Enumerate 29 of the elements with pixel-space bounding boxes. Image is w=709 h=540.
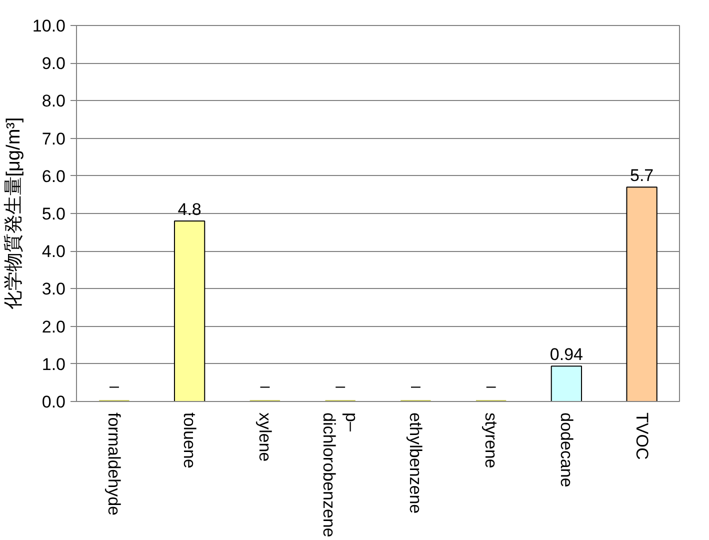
y-tick-label: 1.0 <box>42 354 66 374</box>
data-label: 4.8 <box>178 200 202 220</box>
y-tick-label: 9.0 <box>42 54 66 74</box>
bar <box>550 366 582 402</box>
x-tick-label: formaldehyde <box>104 412 124 516</box>
x-tick-label: styrene <box>482 412 501 468</box>
y-tick-label: 6.0 <box>42 166 66 186</box>
y-tick-label: 5.0 <box>42 204 66 224</box>
x-tick-label: dodecane <box>556 412 576 488</box>
data-label: 0.94 <box>550 345 583 364</box>
data-label: – <box>486 376 496 396</box>
y-tick-label: 8.0 <box>42 92 66 111</box>
data-label: – <box>336 376 346 396</box>
data-label: – <box>410 376 421 396</box>
x-tick-label: toluene <box>180 412 200 468</box>
bar <box>174 220 206 402</box>
data-label: 5.7 <box>630 166 654 186</box>
y-tick-label: 2.0 <box>42 317 66 336</box>
y-tick-label: 10.0 <box>32 16 66 36</box>
y-tick-label: 7.0 <box>42 129 66 148</box>
x-tick-label: xylene <box>255 412 274 462</box>
y-tick-label: 0.0 <box>42 392 66 412</box>
x-tick-label: ethylbenzene <box>406 412 426 514</box>
y-axis-title: 化学物質発生量[μg/m³] <box>3 117 24 310</box>
x-tick-label: TVOC <box>632 412 652 460</box>
data-label: – <box>109 376 120 396</box>
y-tick-label: 4.0 <box>42 242 66 262</box>
y-tick-label: 3.0 <box>42 280 66 299</box>
data-label: – <box>260 376 270 396</box>
